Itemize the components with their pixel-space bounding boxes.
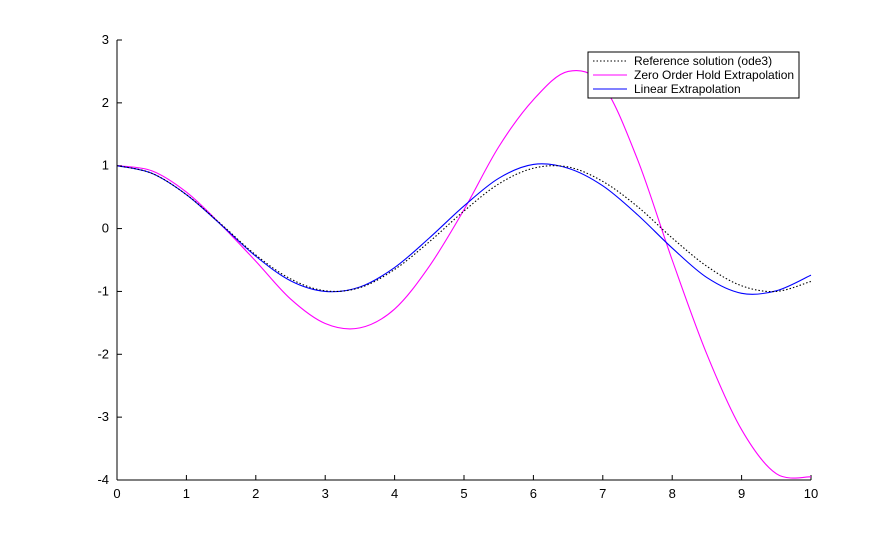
y-tick-label: 3 (102, 32, 109, 47)
series-layer (116, 69, 812, 479)
series-line-0 (116, 165, 812, 293)
x-tick-label: 4 (391, 486, 398, 501)
y-tick-label: -2 (97, 346, 109, 361)
x-tick-label: 3 (322, 486, 329, 501)
x-tick-label: 10 (804, 486, 818, 501)
legend-label-0: Reference solution (ode3) (634, 54, 772, 68)
x-tick-label: 1 (183, 486, 190, 501)
x-tick-label: 8 (669, 486, 676, 501)
x-tick-label: 7 (599, 486, 606, 501)
y-tick-label: 0 (102, 221, 109, 236)
series-line-1 (116, 69, 812, 479)
y-tick-label: -3 (97, 409, 109, 424)
y-tick-label: 2 (102, 95, 109, 110)
legend: Reference solution (ode3)Zero Order Hold… (587, 51, 800, 99)
axes: 0 1 2 3 4 5 6 7 8 9 10 -4 -3 -2 -1 0 1 2 3 (97, 32, 818, 501)
x-tick-label: 0 (113, 486, 120, 501)
y-tick-label: -1 (97, 283, 109, 298)
x-tick-label: 2 (252, 486, 259, 501)
series-line-2 (116, 163, 812, 295)
legend-label-2: Linear Extrapolation (634, 82, 741, 96)
y-tick-label: 1 (102, 158, 109, 173)
x-tick-label: 6 (530, 486, 537, 501)
y-tick-label: -4 (97, 472, 109, 487)
x-tick-label: 9 (738, 486, 745, 501)
legend-label-1: Zero Order Hold Extrapolation (634, 68, 794, 82)
x-tick-label: 5 (460, 486, 467, 501)
